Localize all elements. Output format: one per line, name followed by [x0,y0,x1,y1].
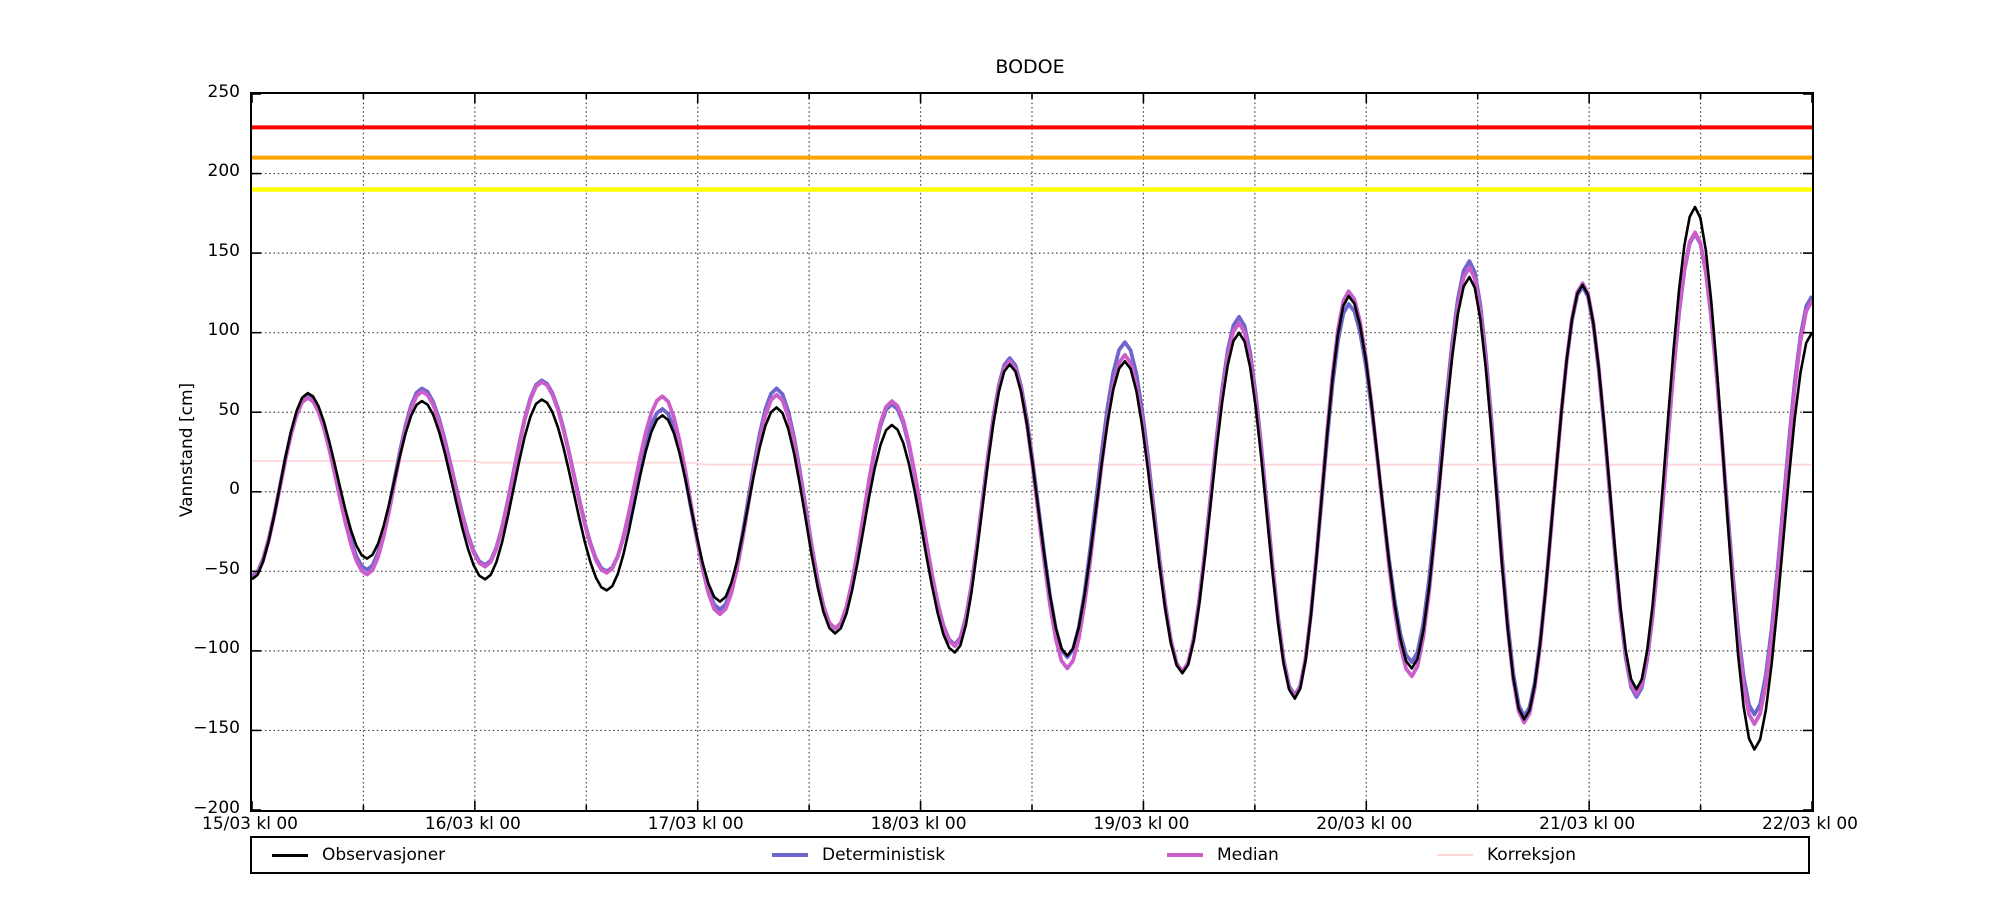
series-line-observasjoner [252,205,1812,751]
x-tick-label: 22/03 kl 00 [1762,814,1858,834]
legend-line-sample [1167,853,1203,857]
legend-item-korreksjon: Korreksjon [1437,845,1576,865]
y-tick-label: −200 [193,797,240,818]
y-tick-label: −50 [204,558,240,579]
x-tick-label: 20/03 kl 00 [1316,814,1413,834]
y-tick-label: 250 [207,81,240,102]
x-tick-label: 15/03 kl 00 [202,814,298,834]
x-tick-label: 18/03 kl 00 [870,814,967,834]
x-tick-label: 17/03 kl 00 [647,814,744,834]
legend-item-deterministisk: Deterministisk [772,845,945,865]
y-tick-label: 0 [229,479,240,500]
y-tick-label: 150 [207,240,240,261]
y-tick-label: 100 [207,320,240,341]
x-tick-label: 16/03 kl 00 [424,814,521,834]
legend-line-sample [772,853,808,857]
legend-box: Observasjoner Deterministisk Median Korreks… [250,836,1810,874]
legend-label: Deterministisk [822,845,946,865]
legend-label: Korreksjon [1487,845,1577,865]
x-tick-label: 19/03 kl 00 [1093,814,1190,834]
chart-canvas [252,94,1812,810]
legend-item-median: Median [1167,845,1279,865]
y-tick-label: 50 [218,399,240,420]
legend-label: Observasjoner [322,845,446,865]
y-tick-label: −100 [193,638,240,659]
y-tick-label: −150 [193,717,240,738]
chart-title: BODOE [995,56,1065,78]
legend-label: Median [1217,845,1279,865]
plot-area [250,92,1814,812]
legend-line-sample [272,853,308,857]
y-tick-label: 200 [207,161,240,182]
legend-item-observasjoner: Observasjoner [272,845,445,865]
x-tick-label: 21/03 kl 00 [1539,814,1636,834]
legend-line-sample [1437,854,1473,856]
